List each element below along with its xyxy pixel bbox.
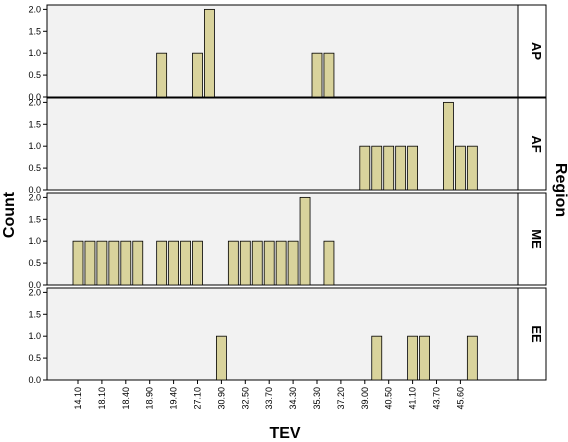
x-tick-label: 27.10	[193, 387, 203, 410]
bar	[215, 335, 227, 381]
x-tick-label: 35.30	[312, 387, 322, 410]
bar	[371, 335, 383, 381]
bar	[108, 240, 120, 286]
y-tick-label: 1.0	[28, 331, 41, 341]
x-tick-label: 33.70	[264, 387, 274, 410]
y-tick-label: 1.5	[28, 214, 41, 224]
x-tick-label: 18.90	[145, 387, 155, 410]
y-tick-label: 1.0	[28, 236, 41, 246]
bar	[239, 240, 251, 286]
y-tick-label: 0.0	[28, 92, 41, 102]
panel-ee: EE 0.0 0.5 1.0 1.5 2.0	[28, 287, 547, 385]
bar	[192, 52, 203, 98]
panel-background	[46, 287, 519, 381]
x-tick-label: 30.90	[216, 387, 226, 410]
bar	[204, 8, 215, 98]
x-tick-label: 32.50	[240, 387, 250, 410]
facet-label-ee: EE	[529, 325, 544, 343]
bar	[168, 240, 180, 286]
facet-label-ap: AP	[529, 42, 544, 60]
y-tick-label: 0.0	[28, 375, 41, 385]
bar	[311, 52, 323, 98]
bar	[180, 240, 191, 286]
panel-af: AF 0.0 0.5 1.0 1.5 2.0	[28, 97, 547, 195]
panel-background	[46, 4, 519, 98]
bar	[84, 240, 96, 286]
facet-strip	[517, 192, 547, 286]
facet-strip	[517, 97, 547, 191]
y-tick-label: 2.0	[28, 97, 41, 107]
y-tick-label: 1.0	[28, 141, 41, 151]
facet-label-me: ME	[529, 229, 544, 249]
bar	[443, 101, 454, 191]
bar	[192, 240, 203, 286]
facet-strip	[517, 4, 547, 98]
x-tick-label: 45.60	[455, 387, 465, 410]
bar	[72, 240, 84, 286]
x-tick-labels: 14.10 18.10 18.40 18.90 19.40 27.10 30.90 32.50…	[73, 380, 465, 410]
bar	[156, 52, 168, 98]
x-tick-label: 14.10	[73, 387, 83, 410]
y-tick-label: 2.0	[28, 4, 41, 14]
bar	[287, 240, 299, 286]
y-tick-label: 0.0	[28, 185, 41, 195]
panel-me: ME 0.0 0.5 1.0 1.5 2.0	[28, 192, 547, 290]
chart-panels: AP 0.0 0.5 1.0 1.5 2.0 AF 0.0 0.5 1.0 1.5 2.0 ME 0.0 0…	[28, 4, 547, 385]
x-tick-label: 41.10	[408, 387, 418, 410]
panel-ap: AP 0.0 0.5 1.0 1.5 2.0	[28, 4, 547, 102]
y-tick-label: 2.0	[28, 192, 41, 202]
facet-label-af: AF	[529, 135, 544, 152]
x-tick-label: 34.30	[288, 387, 298, 410]
bar	[395, 145, 407, 191]
bar	[263, 240, 275, 286]
bar	[407, 335, 419, 381]
bar	[227, 240, 239, 286]
facet-strip	[517, 287, 547, 381]
bar	[371, 145, 383, 191]
bar	[466, 335, 478, 381]
facet-axis-title: Region	[552, 163, 568, 217]
y-tick-label: 0.5	[28, 353, 41, 363]
y-tick-label: 1.5	[28, 309, 41, 319]
bar	[419, 335, 430, 381]
bar	[407, 145, 419, 191]
x-tick-label: 37.20	[336, 387, 346, 410]
bar	[466, 145, 478, 191]
bar	[275, 240, 287, 286]
x-tick-label: 43.70	[432, 387, 442, 410]
y-axis-title: Count	[1, 191, 18, 238]
x-tick-label: 40.50	[384, 387, 394, 410]
bar	[96, 240, 108, 286]
bar	[454, 145, 466, 191]
x-tick-label: 18.40	[121, 387, 131, 410]
x-axis-title: TEV	[269, 425, 300, 442]
bar	[383, 145, 395, 191]
y-tick-label: 0.5	[28, 70, 41, 80]
x-tick-label: 19.40	[169, 387, 179, 410]
bar	[120, 240, 132, 286]
y-tick-label: 0.5	[28, 258, 41, 268]
x-tick-label: 39.00	[360, 387, 370, 410]
bar	[359, 145, 371, 191]
panel-background	[46, 97, 519, 191]
bar	[156, 240, 168, 286]
y-tick-label: 1.5	[28, 26, 41, 36]
bar	[132, 240, 144, 286]
y-tick-label: 1.5	[28, 119, 41, 129]
bar	[323, 52, 335, 98]
bar	[323, 240, 335, 286]
x-tick-label: 18.10	[97, 387, 107, 410]
y-tick-label: 1.0	[28, 48, 41, 58]
y-tick-label: 0.0	[28, 280, 41, 290]
y-tick-label: 2.0	[28, 287, 41, 297]
bar	[251, 240, 263, 286]
bar	[299, 196, 311, 286]
y-tick-label: 0.5	[28, 163, 41, 173]
